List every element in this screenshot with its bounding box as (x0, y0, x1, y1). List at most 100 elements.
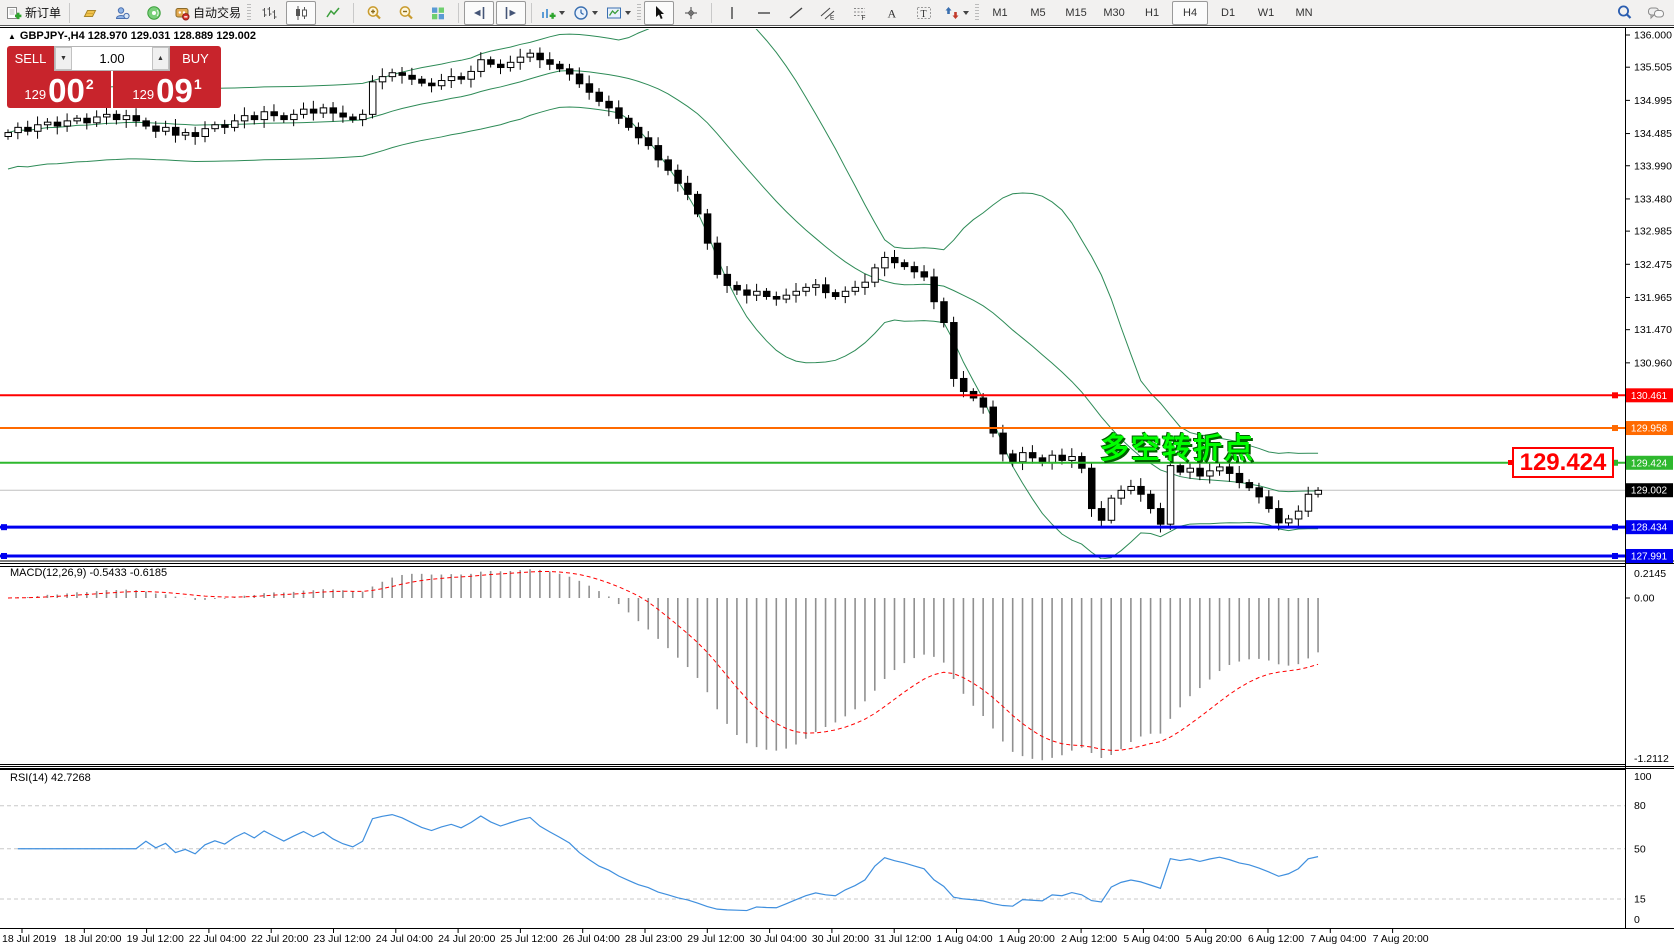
line-chart-button[interactable] (318, 1, 348, 25)
level-handle[interactable] (1612, 392, 1618, 399)
level-price-tag-label: 130.461 (1631, 391, 1668, 402)
candlestick-chart-button[interactable] (286, 0, 317, 25)
candle-body (1255, 487, 1263, 498)
text-button[interactable]: A (877, 1, 907, 25)
macd-label: MACD(12,26,9) -0.5433 -0.6185 (10, 567, 168, 579)
timeframe-mn[interactable]: MN (1295, 6, 1313, 19)
candle-body (940, 301, 948, 324)
current-price-tag (1626, 483, 1673, 498)
level-handle[interactable] (1, 552, 7, 559)
current-price-tag-label: 129.002 (1631, 486, 1668, 497)
tile-windows-button[interactable] (423, 1, 453, 25)
crosshair-button[interactable] (676, 1, 706, 25)
candle-body (1294, 510, 1303, 520)
candle-body (1107, 497, 1116, 521)
price-tick-label: 132.985 (1634, 226, 1672, 238)
volume-increase-button[interactable]: ▲ (152, 47, 169, 70)
timeframe-m15[interactable]: M15 (1065, 6, 1087, 19)
timeframe-m30[interactable]: M30 (1103, 6, 1125, 19)
time-axis-label: 7 Aug 20:00 (1373, 933, 1429, 945)
signals-button[interactable] (139, 1, 169, 25)
level-price-tag (1626, 421, 1673, 436)
candle-body (152, 125, 160, 132)
volume-decrease-button[interactable]: ▼ (55, 47, 72, 70)
candle-body (516, 56, 525, 63)
time-axis-label: 22 Jul 20:00 (251, 933, 308, 945)
candle-body (1068, 456, 1076, 461)
timeframe-m1[interactable]: M1 (992, 6, 1008, 19)
time-axis-label: 5 Aug 04:00 (1123, 933, 1179, 945)
chat-button[interactable] (1641, 1, 1671, 25)
candle-body (270, 111, 278, 117)
trendline-button[interactable] (781, 1, 811, 25)
candle-body (398, 72, 406, 76)
fibonacci-button[interactable]: F (845, 1, 875, 25)
candle-body (260, 111, 269, 121)
candle-body (112, 113, 121, 121)
indicators-button[interactable] (537, 1, 568, 25)
chart-text-annotation[interactable]: 多空转折点 (1100, 433, 1256, 465)
timeframe-w1[interactable]: W1 (1257, 6, 1275, 19)
candle-body (644, 137, 653, 147)
auto-scroll-button[interactable] (496, 0, 527, 25)
level-handle[interactable] (1612, 425, 1618, 432)
timeframe-d1[interactable]: D1 (1221, 6, 1236, 19)
candle-body (772, 296, 781, 300)
vertical-line-button[interactable] (717, 1, 747, 25)
mql5-profile-button[interactable] (107, 1, 137, 25)
arrows-button[interactable] (941, 1, 972, 25)
svg-text:A: A (888, 6, 897, 20)
price-callout-box[interactable]: 129.424 (1508, 447, 1614, 478)
candle-body (497, 63, 505, 69)
candle-body (861, 281, 869, 288)
level-handle[interactable] (1612, 459, 1618, 466)
text-label-button[interactable]: T (909, 1, 939, 25)
collapse-triangle-icon[interactable]: ▲ (8, 32, 16, 41)
candle-body (1156, 508, 1165, 525)
zoom-out-button[interactable] (391, 1, 421, 25)
candle-body (615, 107, 623, 119)
timeframe-m5[interactable]: M5 (1030, 6, 1046, 19)
candle-body (950, 322, 958, 379)
search-button[interactable] (1609, 1, 1639, 25)
templates-button[interactable] (603, 1, 634, 25)
autotrading-button[interactable]: 自动交易 (171, 1, 244, 25)
sell-button[interactable]: SELL (7, 46, 54, 71)
candle-body (1206, 470, 1214, 477)
volume-value[interactable]: 1.00 (99, 51, 125, 66)
periods-button[interactable] (570, 1, 601, 25)
volume-spinner: ▼ 1.00 ▲ (54, 46, 170, 71)
horizontal-line-button[interactable] (749, 1, 779, 25)
zoom-in-button[interactable] (359, 1, 389, 25)
candle-body (782, 294, 791, 300)
gold-icon-button[interactable] (75, 1, 105, 25)
timeframe-h1[interactable]: H1 (1145, 6, 1160, 19)
cursor-button[interactable] (644, 0, 675, 25)
level-handle[interactable] (1612, 524, 1618, 531)
chart-shift-button[interactable] (464, 0, 495, 25)
equidistant-channel-button[interactable]: E (813, 1, 843, 25)
candle-body (1137, 485, 1145, 495)
buy-button[interactable]: BUY (170, 46, 221, 71)
fibonacci-icon: F (854, 7, 866, 21)
dropdown-caret (559, 10, 566, 15)
candle-body (851, 286, 860, 292)
bar-chart-button[interactable] (254, 1, 284, 25)
timeframe-h4[interactable]: H4 (1172, 0, 1209, 25)
candle-body (368, 81, 377, 115)
time-axis-label: 18 Jul 2019 (2, 933, 56, 945)
symbol-ohlc-text: GBPJPY-,H4 128.970 129.031 128.889 129.0… (19, 30, 256, 42)
candle-body (73, 117, 81, 122)
candle-body (1186, 467, 1194, 473)
candle-body (250, 115, 259, 121)
buy-price[interactable]: 129 09 1 (113, 71, 221, 108)
candle-body (457, 76, 466, 80)
level-handle[interactable] (1, 524, 7, 531)
candle-body (4, 132, 12, 137)
time-axis-label: 30 Jul 20:00 (812, 933, 869, 945)
level-handle[interactable] (1612, 552, 1618, 559)
candle-body (1088, 467, 1096, 510)
new-order-button[interactable]: 新订单 (3, 1, 64, 25)
sell-price[interactable]: 129 00 2 (7, 71, 111, 108)
